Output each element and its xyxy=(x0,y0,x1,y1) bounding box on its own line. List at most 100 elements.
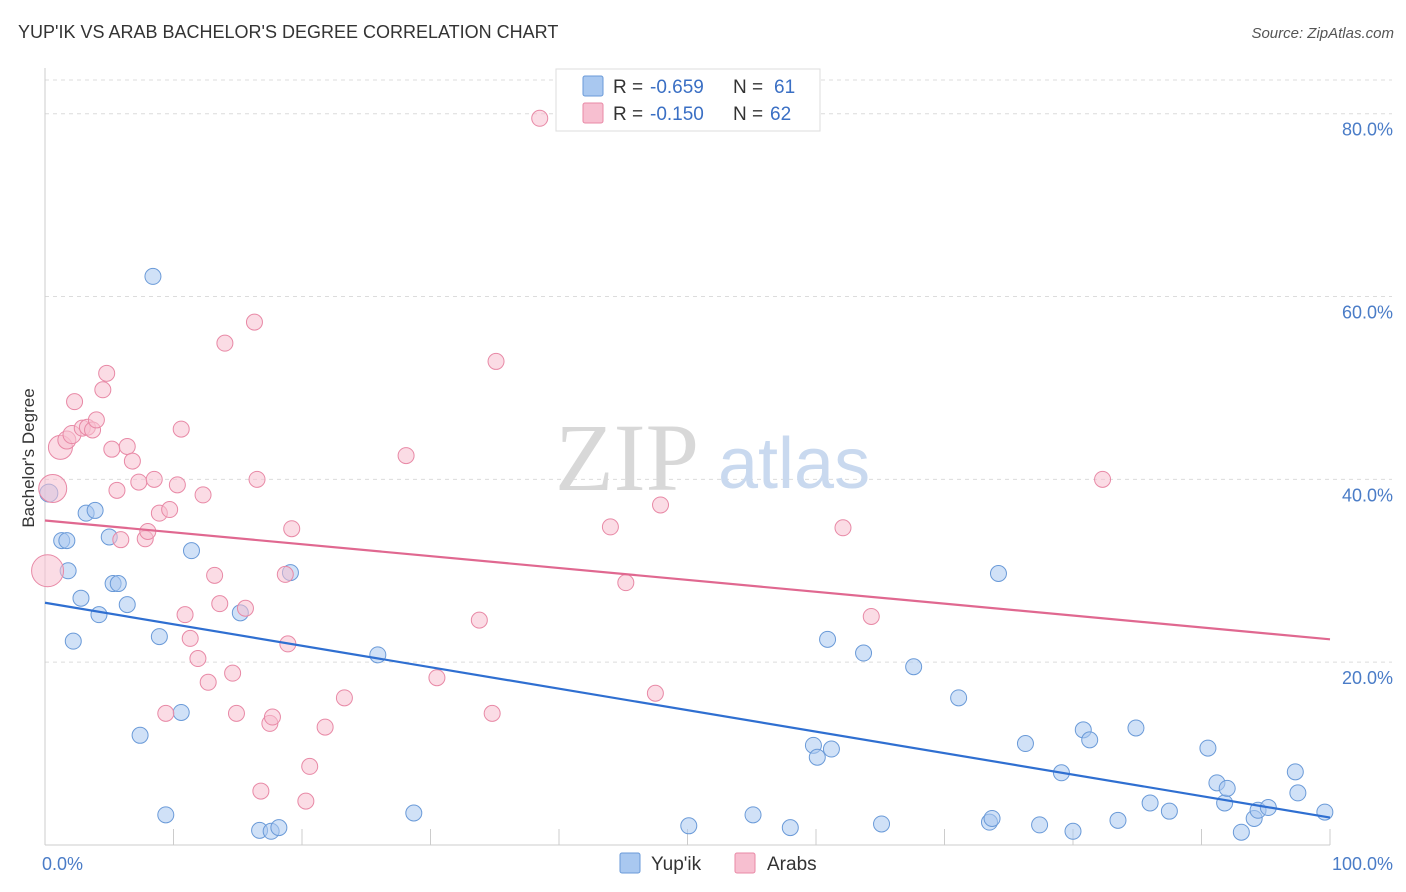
data-point-yupik xyxy=(369,646,387,664)
legend-n-value-arabs: 62 xyxy=(770,104,791,125)
data-point-yupik xyxy=(172,703,190,721)
data-point-yupik xyxy=(989,565,1007,583)
y-tick-labels: 20.0% 40.0% 60.0% 80.0% xyxy=(1342,120,1393,688)
data-point-yupik xyxy=(118,596,136,614)
data-point-arabs xyxy=(112,531,130,549)
data-point-yupik xyxy=(950,689,968,707)
data-point-arabs xyxy=(189,650,207,668)
data-point-arabs xyxy=(531,109,549,127)
legend-r-value-arabs: -0.150 xyxy=(650,104,704,125)
data-point-arabs xyxy=(335,689,353,707)
data-point-arabs xyxy=(283,520,301,538)
data-point-yupik xyxy=(405,804,423,822)
data-point-yupik xyxy=(72,589,90,607)
data-point-yupik xyxy=(109,575,127,593)
data-point-arabs xyxy=(483,704,501,722)
data-point-arabs xyxy=(227,704,245,722)
data-point-yupik xyxy=(131,726,149,744)
data-point-arabs xyxy=(31,554,65,588)
data-point-arabs xyxy=(199,673,217,691)
series-legend: Yup'ik Arabs xyxy=(619,852,817,875)
series-legend-swatch-yupik xyxy=(619,852,641,874)
data-point-arabs xyxy=(123,452,141,470)
data-point-arabs xyxy=(1094,470,1112,488)
data-point-arabs xyxy=(38,473,68,503)
data-point-yupik xyxy=(1199,739,1217,757)
data-point-yupik xyxy=(1127,719,1145,737)
data-point-arabs xyxy=(487,352,505,370)
chart-title: YUP'IK VS ARAB BACHELOR'S DEGREE CORRELA… xyxy=(18,22,558,42)
series-legend-swatch-arabs xyxy=(734,852,756,874)
data-point-arabs xyxy=(601,518,619,536)
data-point-yupik xyxy=(1031,816,1049,834)
data-point-yupik xyxy=(905,658,923,676)
data-point-yupik xyxy=(64,632,82,650)
data-point-arabs xyxy=(194,486,212,504)
watermark: ZIP atlas xyxy=(555,404,870,511)
gridlines xyxy=(45,79,1392,663)
data-point-arabs xyxy=(470,611,488,629)
data-point-arabs xyxy=(181,629,199,647)
data-point-yupik xyxy=(781,819,799,837)
legend-r-value-yupik: -0.659 xyxy=(650,77,704,98)
data-point-arabs xyxy=(66,393,84,411)
data-point-arabs xyxy=(130,473,148,491)
data-point-arabs xyxy=(617,574,635,592)
data-point-arabs xyxy=(118,437,136,455)
data-point-arabs xyxy=(161,501,179,519)
stats-legend: R = -0.659 N = 61 R = -0.150 N = 62 xyxy=(555,68,821,132)
data-point-arabs xyxy=(297,792,315,810)
data-point-arabs xyxy=(301,757,319,775)
data-point-yupik xyxy=(270,819,288,837)
data-point-arabs xyxy=(397,447,415,465)
trend-line-yupik xyxy=(44,601,1331,819)
data-point-yupik xyxy=(822,740,840,758)
data-point-arabs xyxy=(211,595,229,613)
legend-n-value-yupik: 61 xyxy=(774,77,795,98)
data-point-arabs xyxy=(236,599,254,617)
legend-swatch-yupik xyxy=(582,75,604,97)
data-point-yupik xyxy=(1218,779,1236,797)
data-point-arabs xyxy=(145,470,163,488)
data-point-arabs xyxy=(216,334,234,352)
data-point-yupik xyxy=(1081,731,1099,749)
data-point-arabs xyxy=(206,566,224,584)
legend-n-label-yupik: N = xyxy=(733,77,763,98)
data-point-arabs xyxy=(87,411,105,429)
data-point-arabs xyxy=(652,496,670,514)
data-point-arabs xyxy=(98,364,116,382)
data-point-yupik xyxy=(855,644,873,662)
trend-lines xyxy=(44,519,1331,819)
data-point-yupik xyxy=(808,748,826,766)
series-legend-label-arabs: Arabs xyxy=(767,854,817,875)
data-point-arabs xyxy=(245,313,263,331)
data-point-yupik xyxy=(1232,823,1250,841)
chart-source: Source: ZipAtlas.com xyxy=(1251,25,1394,42)
data-point-arabs xyxy=(316,718,334,736)
data-point-arabs xyxy=(248,470,266,488)
data-point-yupik xyxy=(873,815,891,833)
data-point-yupik xyxy=(144,267,162,285)
y-tick-label: 40.0% xyxy=(1342,485,1393,505)
data-point-arabs xyxy=(168,476,186,494)
data-point-yupik xyxy=(1286,763,1304,781)
data-point-yupik xyxy=(1216,794,1234,812)
data-point-arabs xyxy=(172,420,190,438)
watermark-atlas: atlas xyxy=(718,424,870,504)
data-point-yupik xyxy=(1141,794,1159,812)
data-point-yupik xyxy=(1160,802,1178,820)
data-point-yupik xyxy=(819,630,837,648)
trend-line-arabs xyxy=(44,519,1331,641)
data-point-yupik xyxy=(90,606,108,624)
data-point-yupik xyxy=(1289,784,1307,802)
data-point-arabs xyxy=(224,664,242,682)
y-tick-label: 20.0% xyxy=(1342,668,1393,688)
legend-r-label-arabs: R = xyxy=(613,104,643,125)
data-point-arabs xyxy=(103,440,121,458)
data-point-arabs xyxy=(157,704,175,722)
data-point-arabs xyxy=(276,565,294,583)
legend-r-label-yupik: R = xyxy=(613,77,643,98)
data-point-arabs xyxy=(176,606,194,624)
data-point-arabs xyxy=(834,519,852,537)
data-point-yupik xyxy=(1109,811,1127,829)
